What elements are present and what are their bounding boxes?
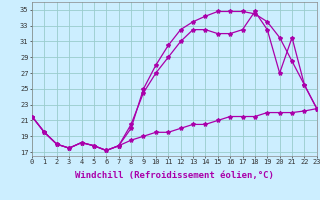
- X-axis label: Windchill (Refroidissement éolien,°C): Windchill (Refroidissement éolien,°C): [75, 171, 274, 180]
